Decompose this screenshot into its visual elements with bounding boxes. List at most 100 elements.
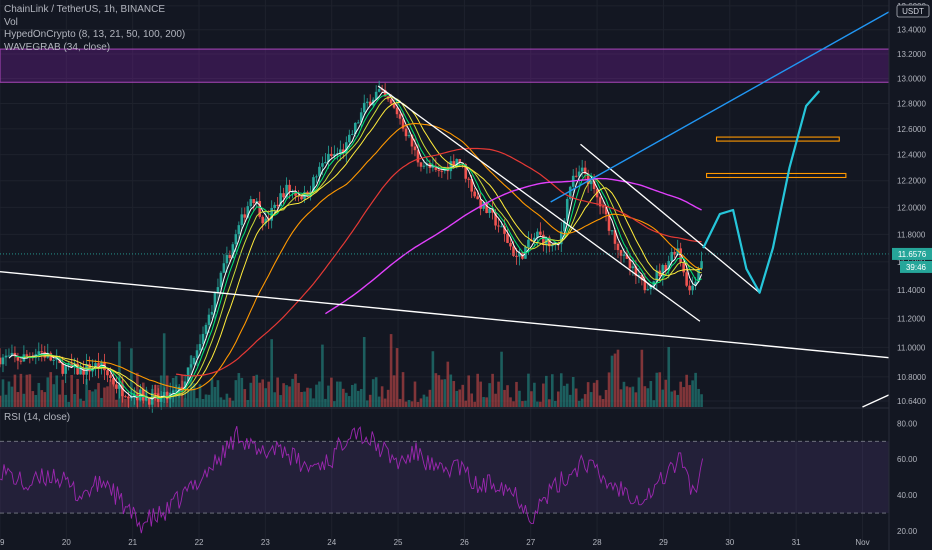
legend-hyped[interactable]: HypedOnCrypto (8, 13, 21, 50, 100, 200) xyxy=(4,29,186,40)
y-tick-label: 13.2000 xyxy=(897,50,926,59)
volume-bar xyxy=(345,392,348,407)
volume-bar xyxy=(658,372,662,407)
candle-body xyxy=(234,234,238,245)
candle-body xyxy=(321,163,324,167)
candle-body xyxy=(121,384,124,397)
y-tick-label: 13.4000 xyxy=(897,26,926,35)
volume-bar xyxy=(640,349,644,407)
candle-body xyxy=(82,367,85,375)
volume-bar xyxy=(527,373,530,407)
volume-bar xyxy=(410,401,414,407)
volume-bar xyxy=(347,396,351,407)
candle-body xyxy=(503,226,506,234)
volume-bar xyxy=(548,399,551,407)
legend-rsi[interactable]: RSI (14, close) xyxy=(4,412,71,423)
candle-body xyxy=(583,167,587,174)
candle-body xyxy=(40,351,44,353)
ma-line-fast xyxy=(8,91,703,400)
volume-bar xyxy=(619,389,623,407)
volume-bar xyxy=(34,395,38,407)
candle-body xyxy=(133,394,136,397)
y-tick-label: 11.0000 xyxy=(897,343,926,352)
candle-body xyxy=(562,220,566,232)
legend-vol[interactable]: Vol xyxy=(4,16,18,28)
candle-body xyxy=(470,178,474,192)
currency-badge[interactable] xyxy=(896,4,930,18)
candle-body xyxy=(383,90,387,97)
candle-body xyxy=(291,191,294,193)
candlesticks xyxy=(0,80,703,413)
volume-bar xyxy=(649,381,653,407)
volume-bar xyxy=(368,394,372,407)
candle-body xyxy=(485,202,488,214)
x-tick-label: 22 xyxy=(195,538,204,547)
volume-bar xyxy=(231,400,235,407)
volume-bar xyxy=(219,397,223,407)
countdown-badge xyxy=(900,260,932,273)
x-tick-label: 25 xyxy=(394,538,403,547)
candle-body xyxy=(315,176,318,178)
volume-bar xyxy=(28,374,32,407)
candle-body xyxy=(25,354,29,356)
volume-bar xyxy=(228,397,232,407)
x-tick-label: 28 xyxy=(593,538,602,547)
candle-body xyxy=(276,204,279,207)
x-tick-label: 20 xyxy=(62,538,71,547)
volume-bar xyxy=(637,377,641,407)
candle-body xyxy=(207,314,211,325)
volume-bar xyxy=(124,398,127,407)
volume-bar xyxy=(91,391,94,407)
candle-body xyxy=(536,231,539,238)
candle-body xyxy=(165,392,169,400)
volume-bar xyxy=(246,400,250,407)
candle-body xyxy=(109,375,112,379)
candle-body xyxy=(183,381,187,390)
candle-body xyxy=(198,344,202,351)
volume-bar xyxy=(551,374,554,407)
candle-body xyxy=(7,355,11,357)
volume-bar xyxy=(667,347,671,407)
candle-body xyxy=(700,261,703,269)
volume-bar xyxy=(258,382,262,407)
candle-body xyxy=(171,390,175,393)
candle-body xyxy=(64,365,67,374)
volume-bar xyxy=(240,377,244,407)
candle-body xyxy=(509,242,512,247)
candle-body xyxy=(631,266,635,269)
candle-body xyxy=(118,384,121,389)
candle-body xyxy=(479,199,482,209)
volume-bar xyxy=(279,395,282,407)
volume-bar xyxy=(488,383,491,407)
volume-bar xyxy=(327,385,330,407)
candle-body xyxy=(437,169,441,171)
candle-body xyxy=(144,397,148,401)
volume-bar xyxy=(52,384,56,407)
candle-body xyxy=(416,150,420,163)
candle-body xyxy=(694,281,697,286)
volume-bar xyxy=(386,389,390,407)
candle-body xyxy=(404,128,408,137)
volume-bar xyxy=(664,379,668,407)
candle-body xyxy=(19,360,23,362)
candle-body xyxy=(673,252,677,255)
volume-bar xyxy=(243,389,247,407)
volume-bar xyxy=(401,372,405,407)
volume-bar xyxy=(691,380,694,407)
volume-bar xyxy=(136,372,139,407)
volume-bar xyxy=(622,381,626,407)
legend-symbol[interactable]: ChainLink / TetherUS, 1h, BINANCE xyxy=(4,4,166,15)
candle-body xyxy=(359,112,363,123)
candle-body xyxy=(455,159,459,166)
candle-body xyxy=(16,356,20,361)
y-tick-label: 10.8000 xyxy=(897,373,926,382)
legend-wavegrab[interactable]: WAVEGRAB (34, close) xyxy=(4,41,111,53)
volume-bar xyxy=(404,401,408,407)
candle-body xyxy=(180,386,184,390)
candle-body xyxy=(368,101,372,106)
volume-bar xyxy=(273,392,276,407)
y-tick-label: 12.4000 xyxy=(897,151,926,160)
candle-body xyxy=(548,237,551,247)
candle-body xyxy=(625,254,629,259)
y-tick-label: 10.6400 xyxy=(897,397,926,406)
